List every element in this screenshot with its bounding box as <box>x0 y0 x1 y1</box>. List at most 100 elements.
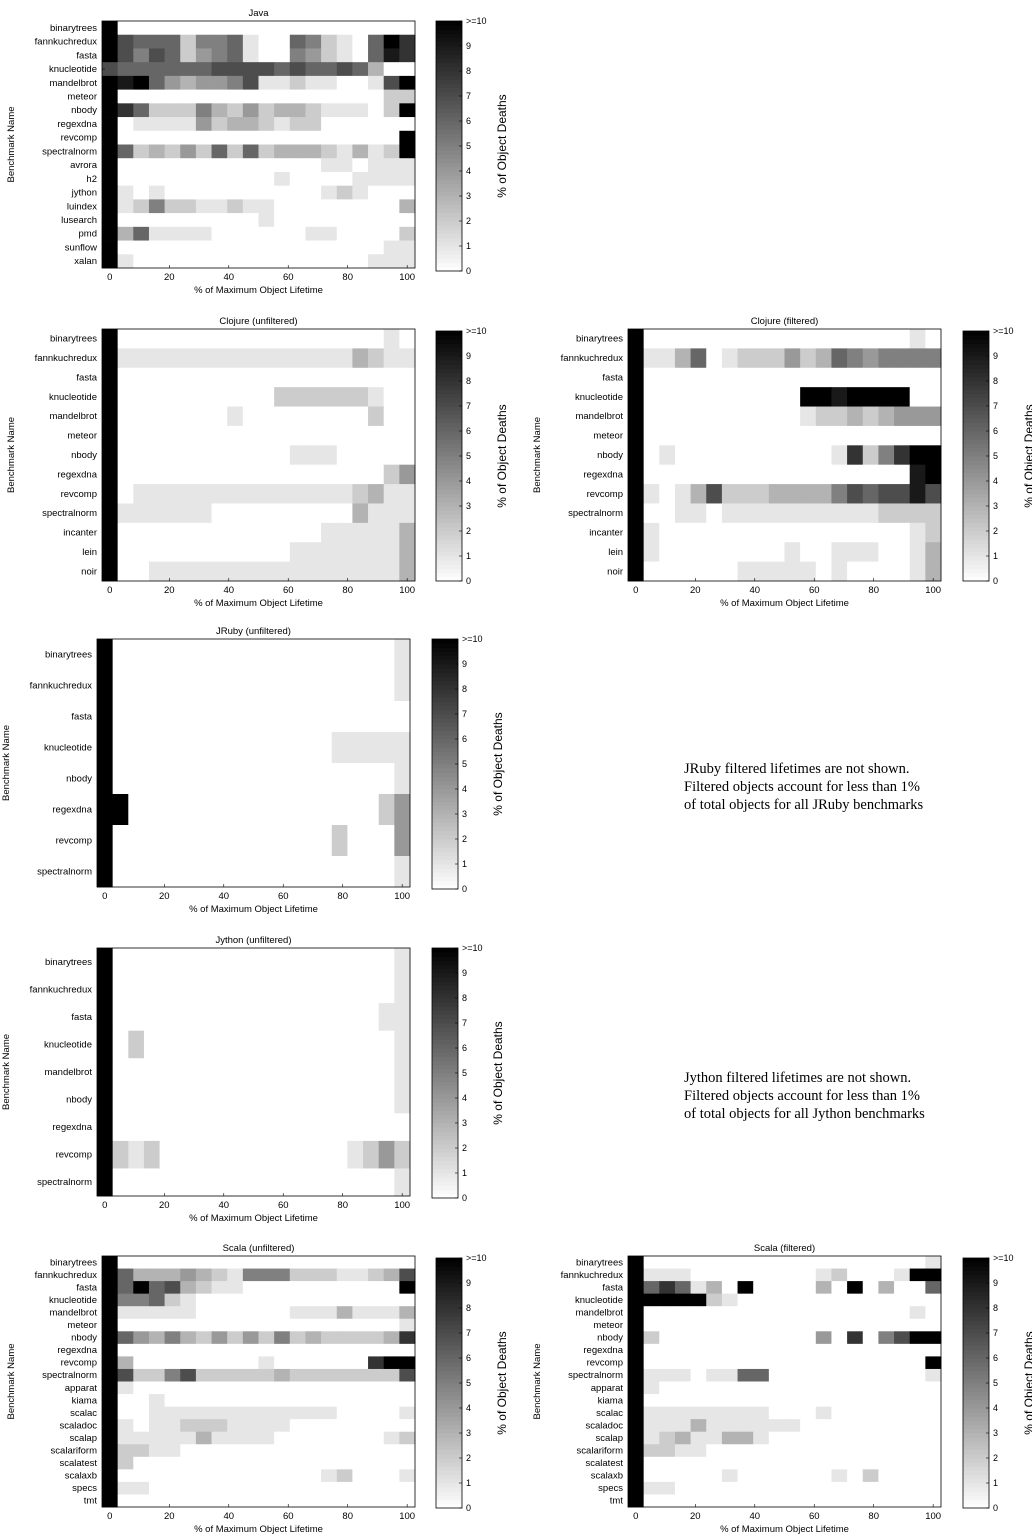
heatmap-cell <box>847 1268 864 1282</box>
heatmap-cell <box>831 387 848 407</box>
heatmap-cell <box>206 1140 223 1169</box>
y-tick-label: scaladoc <box>586 1420 624 1431</box>
y-axis-label: Benchmark Name <box>532 1343 543 1419</box>
heatmap-cell <box>274 171 291 187</box>
heatmap-cell <box>164 1331 181 1345</box>
heatmap-cell <box>305 62 322 77</box>
heatmap-cell <box>399 1394 416 1407</box>
heatmap-cell <box>831 561 848 582</box>
heatmap-cell <box>894 484 911 504</box>
heatmap-cell <box>737 1343 754 1357</box>
heatmap-cell <box>97 701 114 733</box>
heatmap-cell <box>211 254 228 269</box>
heatmap-cell <box>768 406 785 427</box>
heatmap-cell <box>659 425 676 446</box>
colorbar-swatch <box>963 1445 989 1451</box>
colorbar-swatch <box>436 1353 462 1359</box>
heatmap-cell <box>143 856 160 888</box>
y-tick-label: meteor <box>67 431 97 442</box>
colorbar-swatch <box>436 456 462 461</box>
heatmap-cell <box>336 348 353 369</box>
heatmap-cell <box>258 1381 275 1395</box>
heatmap-cell <box>331 975 348 1004</box>
heatmap-cell <box>659 1456 676 1470</box>
heatmap-cell <box>164 1444 181 1458</box>
heatmap-cell <box>800 367 817 388</box>
heatmap-cell <box>815 1256 832 1269</box>
note-line: Filtered objects account for less than 1… <box>684 779 920 795</box>
heatmap-cell <box>336 445 353 466</box>
heatmap-cell <box>195 254 212 269</box>
colorbar-swatch <box>963 460 989 465</box>
heatmap-cell <box>274 144 291 159</box>
heatmap-cell <box>274 348 291 369</box>
heatmap-cell <box>336 522 353 543</box>
heatmap-cell <box>274 199 291 214</box>
heatmap-cell <box>336 1356 353 1370</box>
heatmap-cell <box>909 484 926 504</box>
heatmap-cell <box>862 484 879 504</box>
heatmap-cell <box>227 1256 244 1269</box>
heatmap-cell <box>274 1381 291 1395</box>
heatmap-cell <box>289 406 306 427</box>
heatmap-cell <box>237 763 254 795</box>
heatmap-cell <box>211 1331 228 1345</box>
heatmap-cell <box>274 1368 291 1382</box>
heatmap-cell <box>159 856 176 888</box>
heatmap-cell <box>316 948 333 976</box>
heatmap-cell <box>753 1394 770 1407</box>
colorbar-swatch <box>963 1408 989 1413</box>
heatmap-cell <box>97 639 114 671</box>
heatmap-cell <box>894 1394 911 1407</box>
heatmap-cell <box>831 1444 848 1458</box>
y-tick-label: nbody <box>71 1333 97 1344</box>
colorbar-swatch <box>432 1156 458 1161</box>
heatmap-cell <box>352 1256 369 1269</box>
heatmap-cell <box>133 522 150 543</box>
colorbar-swatch <box>963 556 989 561</box>
heatmap-cell <box>117 1281 134 1295</box>
heatmap-cell <box>690 406 707 427</box>
colorbar-label: % of Object Deaths <box>491 712 505 815</box>
colorbar-swatch <box>436 1416 462 1421</box>
heatmap-cell <box>399 226 416 241</box>
heatmap-cell <box>399 171 416 187</box>
y-axis-label: Benchmark Name <box>1 1034 12 1110</box>
heatmap-cell <box>643 1469 660 1483</box>
heatmap-cell <box>383 484 400 504</box>
colorbar-swatch <box>432 822 458 827</box>
heatmap-cell <box>674 542 691 563</box>
colorbar-swatch <box>436 1258 462 1263</box>
heatmap-cell <box>102 484 119 504</box>
heatmap-cell <box>925 542 942 563</box>
colorbar-swatch <box>963 1399 989 1405</box>
colorbar-swatch <box>963 1433 989 1438</box>
heatmap-cell <box>222 1003 239 1032</box>
heatmap-cell <box>102 48 119 63</box>
heatmap-cell <box>399 158 416 173</box>
colorbar-tick-label: 5 <box>993 1378 998 1388</box>
heatmap-cell <box>643 1394 660 1407</box>
heatmap-cell <box>289 144 306 159</box>
y-tick-label: fasta <box>76 50 97 61</box>
heatmap-cell <box>133 144 150 159</box>
heatmap-cell <box>721 1431 738 1445</box>
heatmap-cell <box>242 1293 259 1307</box>
heatmap-cell <box>721 406 738 427</box>
heatmap-cell <box>117 1368 134 1382</box>
heatmap-cell <box>894 387 911 407</box>
heatmap-cell <box>690 1456 707 1470</box>
heatmap-cell <box>321 425 338 446</box>
heatmap-cell <box>352 130 369 145</box>
y-tick-label: scalatest <box>586 1458 624 1469</box>
colorbar-swatch <box>436 154 462 159</box>
heatmap-cell <box>378 639 395 671</box>
colorbar-swatch <box>432 1027 458 1032</box>
heatmap-cell <box>242 1343 259 1357</box>
heatmap-cell <box>352 171 369 187</box>
heatmap-cell <box>721 1356 738 1370</box>
heatmap-cell <box>399 240 416 255</box>
heatmap-cell <box>316 1140 333 1169</box>
heatmap-cell <box>878 1394 895 1407</box>
heatmap-cell <box>180 1419 197 1433</box>
